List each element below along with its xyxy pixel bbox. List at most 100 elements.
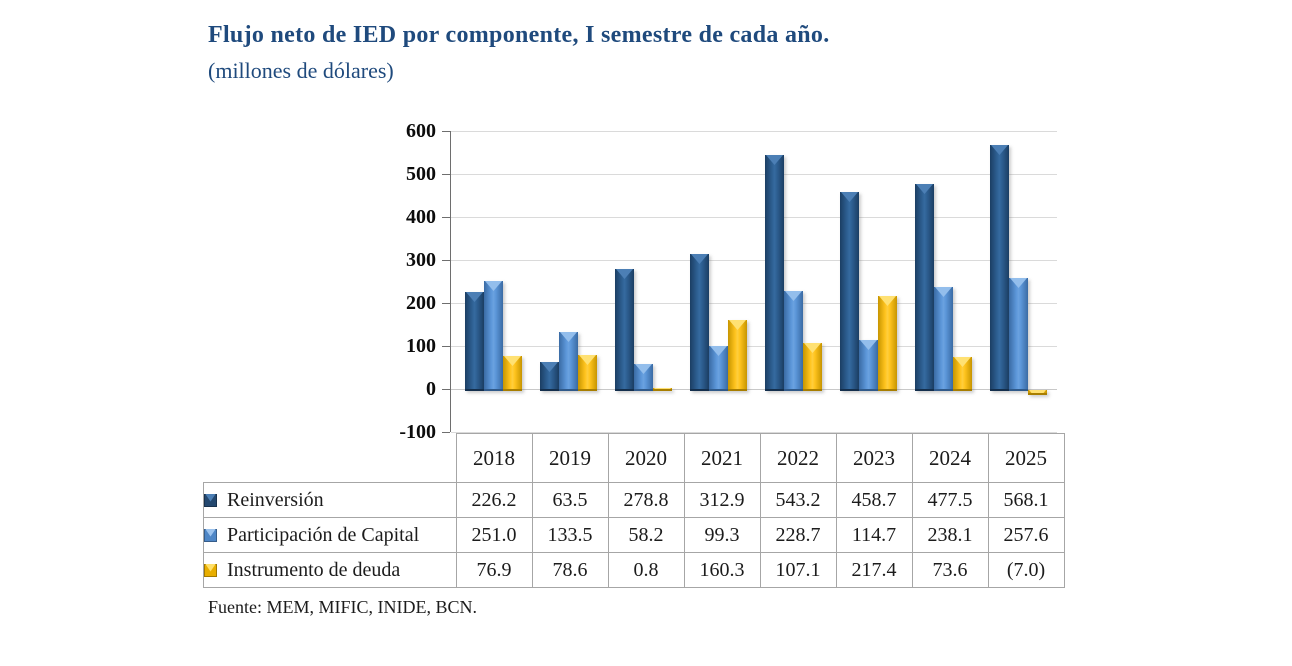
bar-highlight bbox=[560, 332, 577, 342]
year-header-cell-2018: 2018 bbox=[455, 433, 533, 483]
bar-reinversion-2024 bbox=[915, 184, 934, 391]
y-axis-label-100: 100 bbox=[406, 335, 436, 357]
y-axis-tick-200 bbox=[442, 303, 450, 304]
year-header-cell-2021: 2021 bbox=[683, 433, 761, 483]
gridline--100 bbox=[451, 432, 1057, 433]
series-label-cell-reinversion: Reinversión bbox=[203, 482, 457, 518]
bar-highlight bbox=[485, 281, 502, 291]
value-cell-reinversion-2019: 63.5 bbox=[531, 482, 609, 518]
bar-highlight bbox=[654, 388, 671, 389]
y-axis-tick-0 bbox=[442, 389, 450, 390]
bar-highlight bbox=[710, 346, 727, 356]
bar-highlight bbox=[466, 292, 483, 302]
table-row-participacion-de-capital: Participación de Capital 251.0 133.5 58.2 99… bbox=[203, 517, 1065, 553]
value-cell-reinversion-2020: 278.8 bbox=[607, 482, 685, 518]
bar-highlight bbox=[541, 362, 558, 372]
value-cell-participacion-de-capital-2018: 251.0 bbox=[455, 517, 533, 553]
gridline-0 bbox=[451, 389, 1057, 390]
value-cell-reinversion-2023: 458.7 bbox=[835, 482, 913, 518]
series-label-cell-instrumento-de-deuda: Instrumento de deuda bbox=[203, 552, 457, 588]
bar-highlight bbox=[729, 320, 746, 330]
y-axis-label-200: 200 bbox=[406, 292, 436, 314]
bar-highlight bbox=[860, 340, 877, 350]
value-cell-instrumento-de-deuda-2022: 107.1 bbox=[759, 552, 837, 588]
bar-highlight bbox=[579, 355, 596, 365]
value-cell-instrumento-de-deuda-2024: 73.6 bbox=[911, 552, 989, 588]
year-header-cell-2025: 2025 bbox=[987, 433, 1065, 483]
gridline-200 bbox=[451, 303, 1057, 304]
bar-highlight bbox=[991, 145, 1008, 155]
gridline-600 bbox=[451, 131, 1057, 132]
value-cell-reinversion-2021: 312.9 bbox=[683, 482, 761, 518]
y-axis-tick--100 bbox=[442, 432, 450, 433]
bar-instrumento-de-deuda-2021 bbox=[728, 320, 747, 391]
source-note: Fuente: MEM, MIFIC, INIDE, BCN. bbox=[208, 597, 477, 617]
bar-highlight bbox=[916, 184, 933, 194]
bar-highlight bbox=[954, 357, 971, 367]
series-label-text: Reinversión bbox=[227, 488, 324, 511]
gridline-500 bbox=[451, 174, 1057, 175]
y-axis-tick-300 bbox=[442, 260, 450, 261]
y-axis-label-400: 400 bbox=[406, 206, 436, 228]
value-cell-participacion-de-capital-2020: 58.2 bbox=[607, 517, 685, 553]
bar-reinversion-2022 bbox=[765, 155, 784, 391]
bar-reinversion-2025 bbox=[990, 145, 1009, 391]
value-cell-instrumento-de-deuda-2020: 0.8 bbox=[607, 552, 685, 588]
bar-reinversion-2021 bbox=[690, 254, 709, 391]
y-axis-tick-500 bbox=[442, 174, 450, 175]
bar-participacion-de-capital-2024 bbox=[934, 287, 953, 391]
bar-participacion-de-capital-2020 bbox=[634, 364, 653, 391]
bar-participacion-de-capital-2022 bbox=[784, 291, 803, 391]
bar-highlight bbox=[841, 192, 858, 202]
bar-participacion-de-capital-2021 bbox=[709, 346, 728, 391]
y-axis-tick-100 bbox=[442, 346, 450, 347]
legend-key-highlight bbox=[205, 493, 216, 502]
year-header-cell-2022: 2022 bbox=[759, 433, 837, 483]
bar-instrumento-de-deuda-2023 bbox=[878, 296, 897, 391]
bar-highlight bbox=[804, 343, 821, 353]
table-row-instrumento-de-deuda: Instrumento de deuda 76.9 78.6 0.8 160.3 107.… bbox=[203, 552, 1065, 588]
bar-highlight bbox=[635, 364, 652, 374]
bar-highlight bbox=[935, 287, 952, 297]
bar-highlight bbox=[785, 291, 802, 301]
bar-instrumento-de-deuda-2020 bbox=[653, 388, 672, 391]
legend-key-instrumento-de-deuda-icon bbox=[204, 563, 217, 577]
legend-key-highlight bbox=[205, 563, 216, 572]
value-cell-reinversion-2022: 543.2 bbox=[759, 482, 837, 518]
bar-reinversion-2018 bbox=[465, 292, 484, 391]
bar-instrumento-de-deuda-2018 bbox=[503, 356, 522, 391]
value-cell-reinversion-2018: 226.2 bbox=[455, 482, 533, 518]
value-cell-reinversion-2025: 568.1 bbox=[987, 482, 1065, 518]
y-axis-label-300: 300 bbox=[406, 249, 436, 271]
y-axis-label-600: 600 bbox=[406, 120, 436, 142]
year-header-cell-2023: 2023 bbox=[835, 433, 913, 483]
bar-highlight bbox=[879, 296, 896, 306]
value-cell-instrumento-de-deuda-2023: 217.4 bbox=[835, 552, 913, 588]
gridline-100 bbox=[451, 346, 1057, 347]
value-cell-participacion-de-capital-2022: 228.7 bbox=[759, 517, 837, 553]
series-label-cell-participacion-de-capital: Participación de Capital bbox=[203, 517, 457, 553]
bar-highlight bbox=[504, 356, 521, 366]
table-header-row: 2018 2019 2020 2021 2022 2023 2024 2025 bbox=[204, 433, 1065, 483]
bar-reinversion-2020 bbox=[615, 269, 634, 391]
bar-instrumento-de-deuda-2022 bbox=[803, 343, 822, 391]
series-label-text: Instrumento de deuda bbox=[227, 558, 401, 581]
gridline-400 bbox=[451, 217, 1057, 218]
value-cell-participacion-de-capital-2019: 133.5 bbox=[531, 517, 609, 553]
value-cell-participacion-de-capital-2024: 238.1 bbox=[911, 517, 989, 553]
bar-participacion-de-capital-2018 bbox=[484, 281, 503, 391]
value-cell-participacion-de-capital-2023: 114.7 bbox=[835, 517, 913, 553]
bar-participacion-de-capital-2023 bbox=[859, 340, 878, 391]
bar-reinversion-2019 bbox=[540, 362, 559, 391]
data-table: 2018 2019 2020 2021 2022 2023 2024 2025 Reinvers… bbox=[203, 433, 1065, 588]
y-axis-tick-600 bbox=[442, 131, 450, 132]
legend-key-participacion-de-capital-icon bbox=[204, 528, 217, 542]
bar-highlight bbox=[1029, 390, 1046, 393]
value-cell-instrumento-de-deuda-2025: (7.0) bbox=[987, 552, 1065, 588]
value-cell-instrumento-de-deuda-2018: 76.9 bbox=[455, 552, 533, 588]
value-cell-reinversion-2024: 477.5 bbox=[911, 482, 989, 518]
y-axis-label--100: -100 bbox=[399, 421, 436, 443]
value-cell-instrumento-de-deuda-2021: 160.3 bbox=[683, 552, 761, 588]
bar-instrumento-de-deuda-2025 bbox=[1028, 390, 1047, 395]
